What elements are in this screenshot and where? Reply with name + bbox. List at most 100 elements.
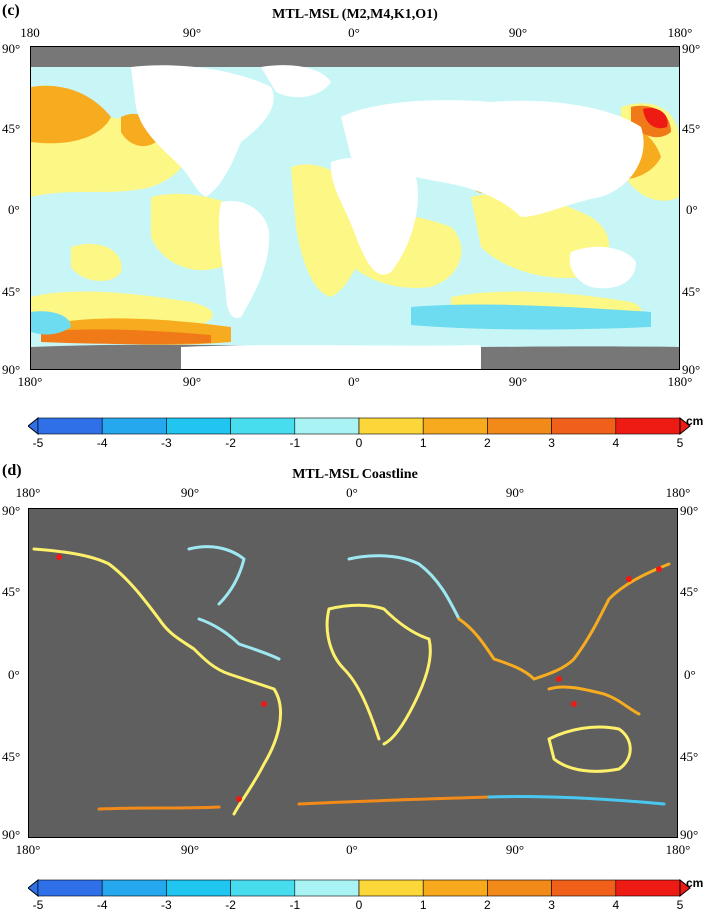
panel-d-lon-bottom-0: 180° (15, 842, 41, 857)
colorbar-tick-4: -1 (289, 436, 301, 450)
colorbar-arrow-right (679, 416, 691, 436)
colorbar-tick-10: 5 (676, 898, 684, 912)
coast-arctic-canada (187, 545, 246, 606)
coast-na-west (32, 547, 231, 676)
panel-c-lon-top-4: 180° (667, 25, 693, 40)
colorbar-tick-1: -4 (96, 436, 108, 450)
panel-c-lat-left-0: 90° (2, 41, 21, 56)
coast-africa-east (327, 603, 432, 746)
panel-d-lat-left-1: 45° (2, 584, 21, 599)
colorbar-segment-5 (358, 879, 424, 897)
panel-c-lat-right-4: 90° (682, 362, 701, 377)
colorbar-segment-3 (230, 879, 296, 897)
panel-c-lat-right-0: 90° (682, 41, 701, 56)
coast-australia (547, 725, 632, 773)
africa (330, 157, 419, 275)
panel-c-lon-top-2: 0° (348, 25, 360, 40)
colorbar-tick-1: -4 (96, 898, 108, 912)
coast-africa-west (325, 607, 381, 741)
colorbar-tick-4: -1 (289, 898, 301, 912)
panel-c-lon-top-1: 90° (182, 25, 202, 40)
colorbar-segment-7 (487, 879, 552, 897)
coast-sa (227, 672, 282, 816)
panel-d-map-svg (32, 545, 671, 816)
colorbar-tick-5: 0 (355, 898, 363, 912)
antarctica-land (181, 345, 481, 369)
panel-c-lat-left-4: 90° (2, 362, 21, 377)
panel-c-lon-bottom-1: 90° (182, 374, 202, 389)
colorbar-tick-9: 4 (612, 436, 620, 450)
coast-indonesia (547, 685, 641, 716)
panel-d-lon-top-4: 180° (665, 485, 691, 500)
colorbar-segment-6 (422, 879, 488, 897)
colorbar-segment-8 (551, 417, 617, 435)
colorbar-segment-4 (294, 879, 360, 897)
coast-antarctica-3 (487, 794, 666, 806)
panel-c-colorbar: -5 -4 -3 -2 -1 0 1 2 3 4 5 cm (27, 414, 708, 456)
colorbar-segment-2 (166, 417, 231, 435)
panel-c-lon-bottom-3: 90° (508, 374, 528, 389)
panel-c-map-svg (31, 47, 679, 369)
colorbar-arrow-left (27, 416, 39, 436)
colorbar-tick-8: 3 (548, 898, 555, 912)
colorbar-segment-6 (422, 417, 488, 435)
panel-d-title: MTL-MSL Coastline (292, 467, 418, 482)
coast-europe (347, 554, 461, 621)
panel-d-lon-bottom-2: 0° (346, 842, 358, 857)
colorbar-segment-7 (487, 417, 552, 435)
panel-c-lon-top-0: 180 (20, 25, 40, 40)
colorbar-tick-3: -2 (225, 436, 236, 450)
colorbar-tick-5: 0 (355, 436, 363, 450)
colorbar-segment-8 (551, 879, 617, 897)
colorbar-tick-2: -3 (161, 898, 172, 912)
panel-c-lat-right-3: 45° (682, 284, 701, 299)
panel-d-lat-right-2: 0° (684, 667, 696, 682)
colorbar-segment-1 (101, 879, 167, 897)
panel-c-lat-left-2: 0° (8, 202, 20, 217)
coast-asia-east (532, 562, 671, 681)
colorbar-segment-9 (615, 879, 681, 897)
colorbar-segment-1 (101, 417, 167, 435)
panel-d-lon-top-0: 180° (15, 485, 41, 500)
panel-d-map (28, 508, 678, 838)
panel-d-colorbar: -5 -4 -3 -2 -1 0 1 2 3 4 5 cm (27, 876, 708, 916)
panel-d-lat-right-3: 45° (680, 749, 699, 764)
panel-d-lon-top-1: 90° (180, 485, 200, 500)
arctic-ice (31, 47, 679, 67)
panel-d-lat-left-3: 45° (2, 749, 21, 764)
colorbar-segment-3 (230, 417, 296, 435)
colorbar-tick-0: -5 (32, 436, 44, 450)
coast-red-spots (56, 554, 662, 802)
panel-c-map (30, 46, 680, 370)
panel-c-lon-bottom-4: 180° (667, 374, 693, 389)
north-america (131, 65, 274, 198)
colorbar-segment-5 (358, 417, 424, 435)
panel-c-lon-bottom-2: 0° (348, 374, 360, 389)
colorbar-tick-2: -3 (161, 436, 172, 450)
colorbar-tick-10: 5 (676, 436, 684, 450)
panel-d-lon-bottom-3: 90° (505, 842, 525, 857)
panel-d-colorbar-unit: cm (686, 876, 704, 890)
panel-c-lat-left-3: 45° (2, 284, 21, 299)
panel-c-lat-right-1: 45° (682, 121, 701, 136)
panel-d-colorbar-svg (27, 878, 691, 898)
panel-c-colorbar-svg (27, 416, 691, 436)
panel-c-lon-top-3: 90° (508, 25, 528, 40)
colorbar-tick-8: 3 (548, 436, 555, 450)
colorbar-arrow-right (679, 878, 691, 898)
panel-d-label: (d) (2, 462, 22, 479)
panel-d-lon-bottom-1: 90° (180, 842, 200, 857)
panel-d-lat-right-0: 90° (680, 503, 699, 518)
colorbar-arrow-left (27, 878, 39, 898)
panel-c-label: (c) (2, 2, 20, 19)
coast-antarctica-2 (297, 795, 491, 806)
colorbar-segment-0 (37, 417, 103, 435)
colorbar-tick-7: 2 (484, 898, 491, 912)
colorbar-tick-7: 2 (484, 436, 491, 450)
coast-antarctica-1 (97, 805, 221, 811)
panel-c-lat-left-1: 45° (2, 121, 21, 136)
panel-d-lat-left-0: 90° (2, 503, 21, 518)
greenland (261, 65, 331, 98)
land-masses (131, 65, 644, 319)
panel-d-lon-top-3: 90° (505, 485, 525, 500)
